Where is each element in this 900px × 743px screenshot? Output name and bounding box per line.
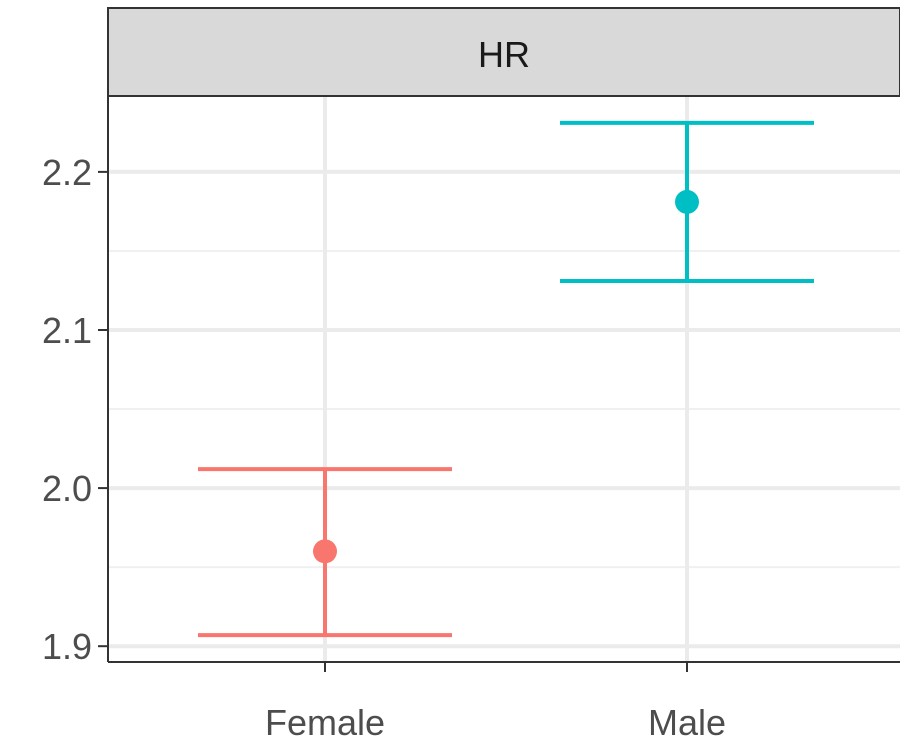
plot-panel [108, 96, 900, 662]
y-tick-label: 2.1 [42, 310, 92, 351]
x-tick-label: Male [648, 702, 726, 743]
estimate-point [675, 189, 699, 214]
facet-strip [107, 7, 900, 97]
y-axis: 1.9 2.0 2.1 2.2 [42, 152, 108, 667]
y-tick-label: 2.2 [42, 152, 92, 193]
facet-label: HR [478, 34, 530, 75]
minor-gridlines [108, 249, 900, 569]
x-tick-label: Female [265, 702, 385, 743]
y-tick-label: 2.0 [42, 468, 92, 509]
y-tick-label: 1.9 [42, 626, 92, 667]
x-axis: Female Male [265, 662, 726, 743]
estimate-point [313, 539, 337, 564]
data-marks [198, 120, 814, 638]
